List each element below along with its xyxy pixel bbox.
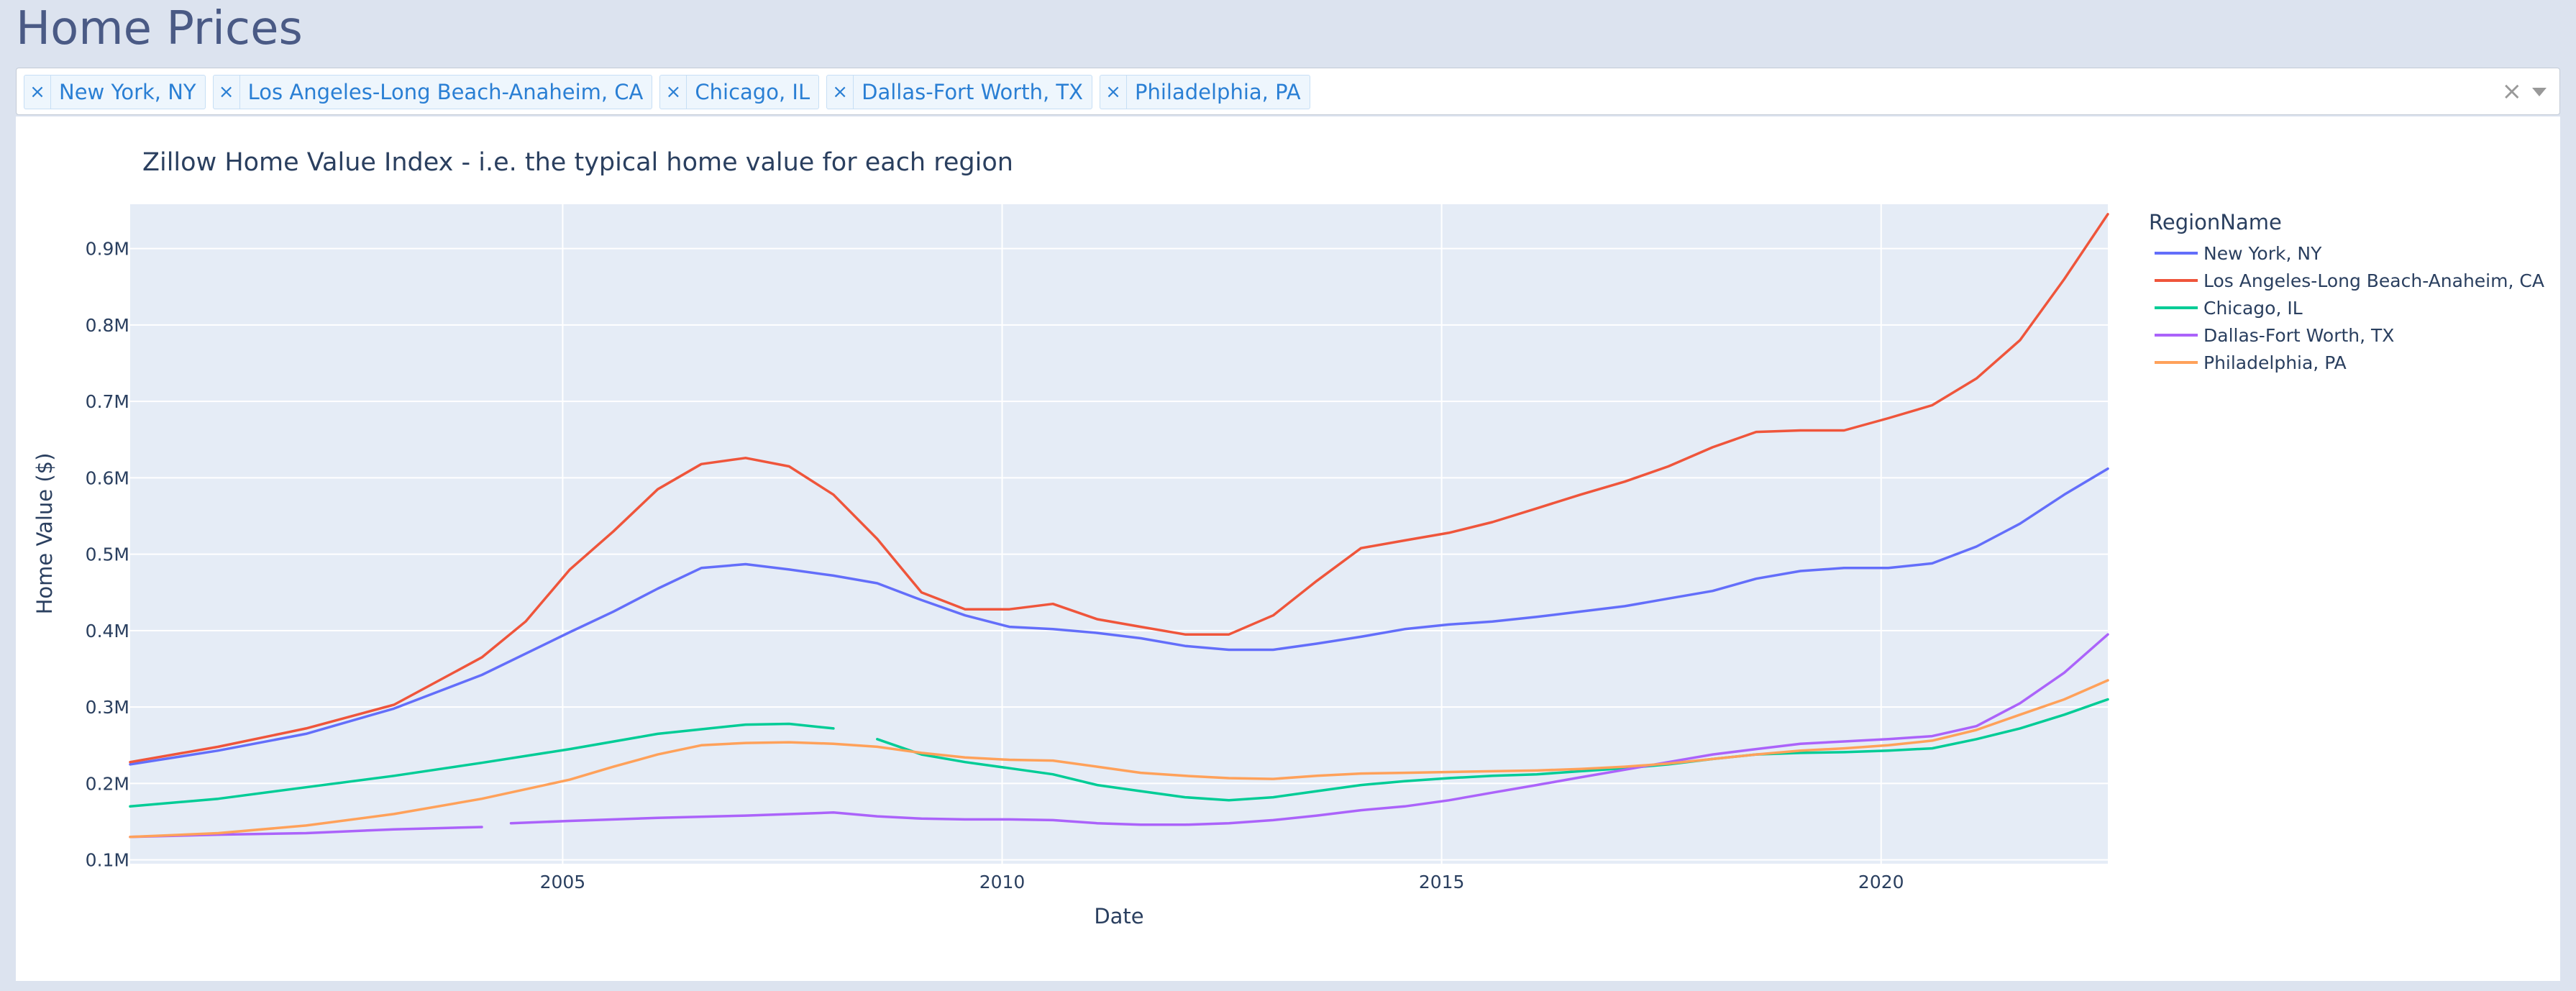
legend-item[interactable]: Philadelphia, PA [2155,352,2347,373]
series-line-4[interactable] [129,679,2109,839]
plot-area [130,204,2108,864]
y-tick-label: 0.8M [86,315,129,336]
remove-chip-icon[interactable]: × [827,76,854,109]
y-tick-labels: 0.1M 0.2M 0.3M 0.4M 0.5M 0.6M 0.7M 0.8M 0.9M [86,239,129,871]
legend: RegionName New York, NY Los Angeles-Long … [2149,210,2544,373]
y-axis-label: Home Value ($) [32,453,57,615]
remove-chip-icon[interactable]: × [214,76,240,109]
x-tick-labels: 2005 2010 2015 2020 [540,872,1904,892]
chart-title: Zillow Home Value Index - i.e. the typic… [142,148,1013,177]
y-tick-label: 0.6M [86,467,129,488]
y-tick-label: 0.9M [86,239,129,260]
x-tick-label: 2005 [540,872,586,892]
legend-label: Los Angeles-Long Beach-Anaheim, CA [2203,270,2544,291]
legend-label: New York, NY [2203,243,2322,264]
remove-chip-icon[interactable]: × [660,76,688,109]
region-multiselect[interactable]: × New York, NY × Los Angeles-Long Beach-… [16,68,2560,115]
remove-chip-icon[interactable]: × [24,76,51,109]
legend-label: Philadelphia, PA [2203,352,2347,373]
series-layer [129,213,2109,839]
y-gridlines [130,247,2108,861]
region-chip-label: Los Angeles-Long Beach-Anaheim, CA [247,80,644,104]
legend-label: Dallas-Fort Worth, TX [2203,325,2394,346]
legend-item[interactable]: Chicago, IL [2155,298,2303,319]
x-tick-label: 2015 [1419,872,1465,892]
y-tick-label: 0.7M [86,391,129,412]
remove-chip-icon[interactable]: × [1100,76,1127,109]
dropdown-arrow-icon[interactable] [2532,88,2547,96]
line-chart: Zillow Home Value Index - i.e. the typic… [32,148,2544,928]
page-title: Home Prices [16,2,303,55]
x-tick-label: 2020 [1858,872,1904,892]
region-chip-label: Philadelphia, PA [1134,80,1301,104]
y-tick-label: 0.2M [86,773,129,794]
clear-all-icon[interactable]: × [2501,77,2523,106]
region-chip-dallas: × Dallas-Fort Worth, TX [826,75,1092,109]
legend-item[interactable]: Dallas-Fort Worth, TX [2155,325,2394,346]
region-chip-label: Dallas-Fort Worth, TX [862,80,1083,104]
series-line-0[interactable] [129,467,2109,766]
region-chip-philadelphia: × Philadelphia, PA [1099,75,1310,109]
y-tick-label: 0.4M [86,621,129,641]
y-tick-label: 0.1M [86,850,129,871]
region-chip-chicago: × Chicago, IL [659,75,820,109]
legend-item[interactable]: Los Angeles-Long Beach-Anaheim, CA [2155,270,2544,291]
y-tick-label: 0.3M [86,697,129,718]
x-axis-label: Date [1094,904,1143,928]
selected-region-chips: × New York, NY × Los Angeles-Long Beach-… [24,75,1317,109]
region-chip-label: New York, NY [59,80,196,104]
legend-item[interactable]: New York, NY [2155,243,2322,264]
y-tick-label: 0.5M [86,544,129,565]
series-line-2[interactable] [129,698,2109,808]
legend-label: Chicago, IL [2203,298,2303,319]
region-chip-label: Chicago, IL [695,80,810,104]
x-tick-label: 2010 [979,872,1026,892]
legend-title: RegionName [2149,210,2282,234]
region-chip-new-york: × New York, NY [24,75,206,109]
series-line-1[interactable] [129,213,2109,764]
chart-panel: Zillow Home Value Index - i.e. the typic… [16,117,2560,981]
region-chip-los-angeles: × Los Angeles-Long Beach-Anaheim, CA [212,75,653,109]
